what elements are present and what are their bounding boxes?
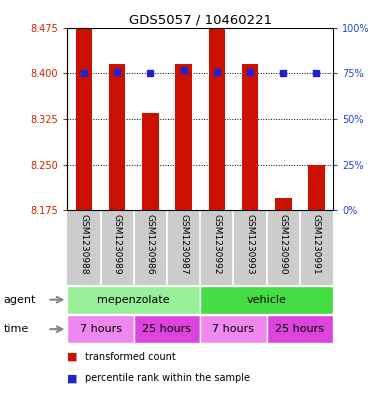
Text: GSM1230986: GSM1230986: [146, 214, 155, 275]
Text: GSM1230988: GSM1230988: [79, 214, 89, 275]
Text: vehicle: vehicle: [247, 295, 286, 305]
Text: mepenzolate: mepenzolate: [97, 295, 170, 305]
Bar: [67, 285, 200, 314]
Text: percentile rank within the sample: percentile rank within the sample: [85, 373, 250, 383]
Bar: [76, 28, 92, 210]
Bar: [200, 315, 266, 343]
Text: 7 hours: 7 hours: [80, 324, 122, 334]
Bar: [175, 64, 192, 210]
Text: ■: ■: [67, 373, 78, 383]
Bar: [134, 315, 200, 343]
Bar: [67, 315, 134, 343]
Text: time: time: [4, 324, 29, 334]
Text: GSM1230987: GSM1230987: [179, 214, 188, 275]
Text: 25 hours: 25 hours: [142, 324, 191, 334]
Bar: [275, 198, 291, 210]
Text: transformed count: transformed count: [85, 352, 176, 362]
Text: 7 hours: 7 hours: [213, 324, 254, 334]
Bar: [209, 28, 225, 210]
Text: GSM1230991: GSM1230991: [312, 214, 321, 275]
Text: GSM1230989: GSM1230989: [113, 214, 122, 275]
Text: GSM1230992: GSM1230992: [212, 214, 221, 274]
Text: GSM1230993: GSM1230993: [246, 214, 254, 275]
Text: ■: ■: [67, 352, 78, 362]
Title: GDS5057 / 10460221: GDS5057 / 10460221: [129, 13, 272, 26]
Text: 25 hours: 25 hours: [275, 324, 324, 334]
Text: GSM1230990: GSM1230990: [279, 214, 288, 275]
Bar: [109, 64, 126, 210]
Bar: [200, 285, 333, 314]
Bar: [242, 64, 258, 210]
Bar: [308, 165, 325, 210]
Text: agent: agent: [4, 295, 36, 305]
Bar: [266, 315, 333, 343]
Bar: [142, 113, 159, 210]
